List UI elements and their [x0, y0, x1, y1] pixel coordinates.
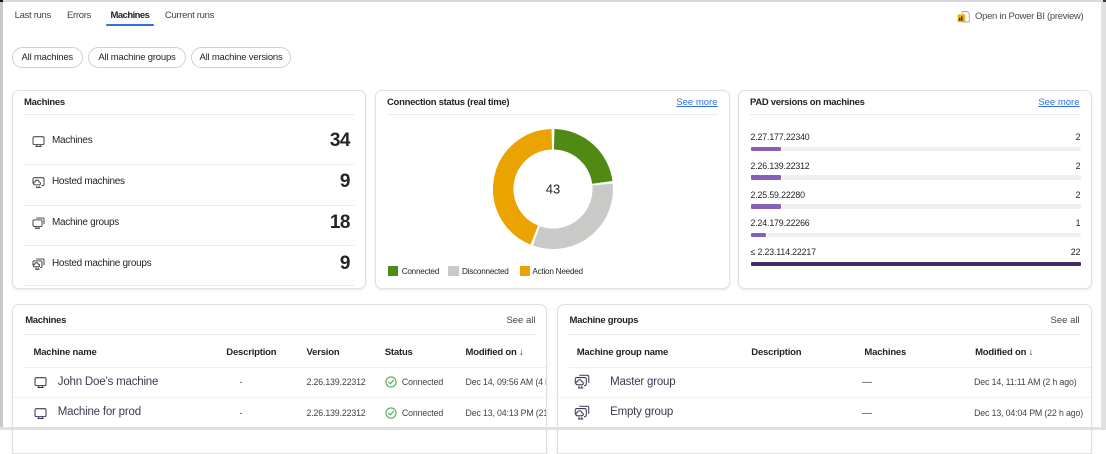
svg-text:43: 43: [546, 181, 560, 196]
